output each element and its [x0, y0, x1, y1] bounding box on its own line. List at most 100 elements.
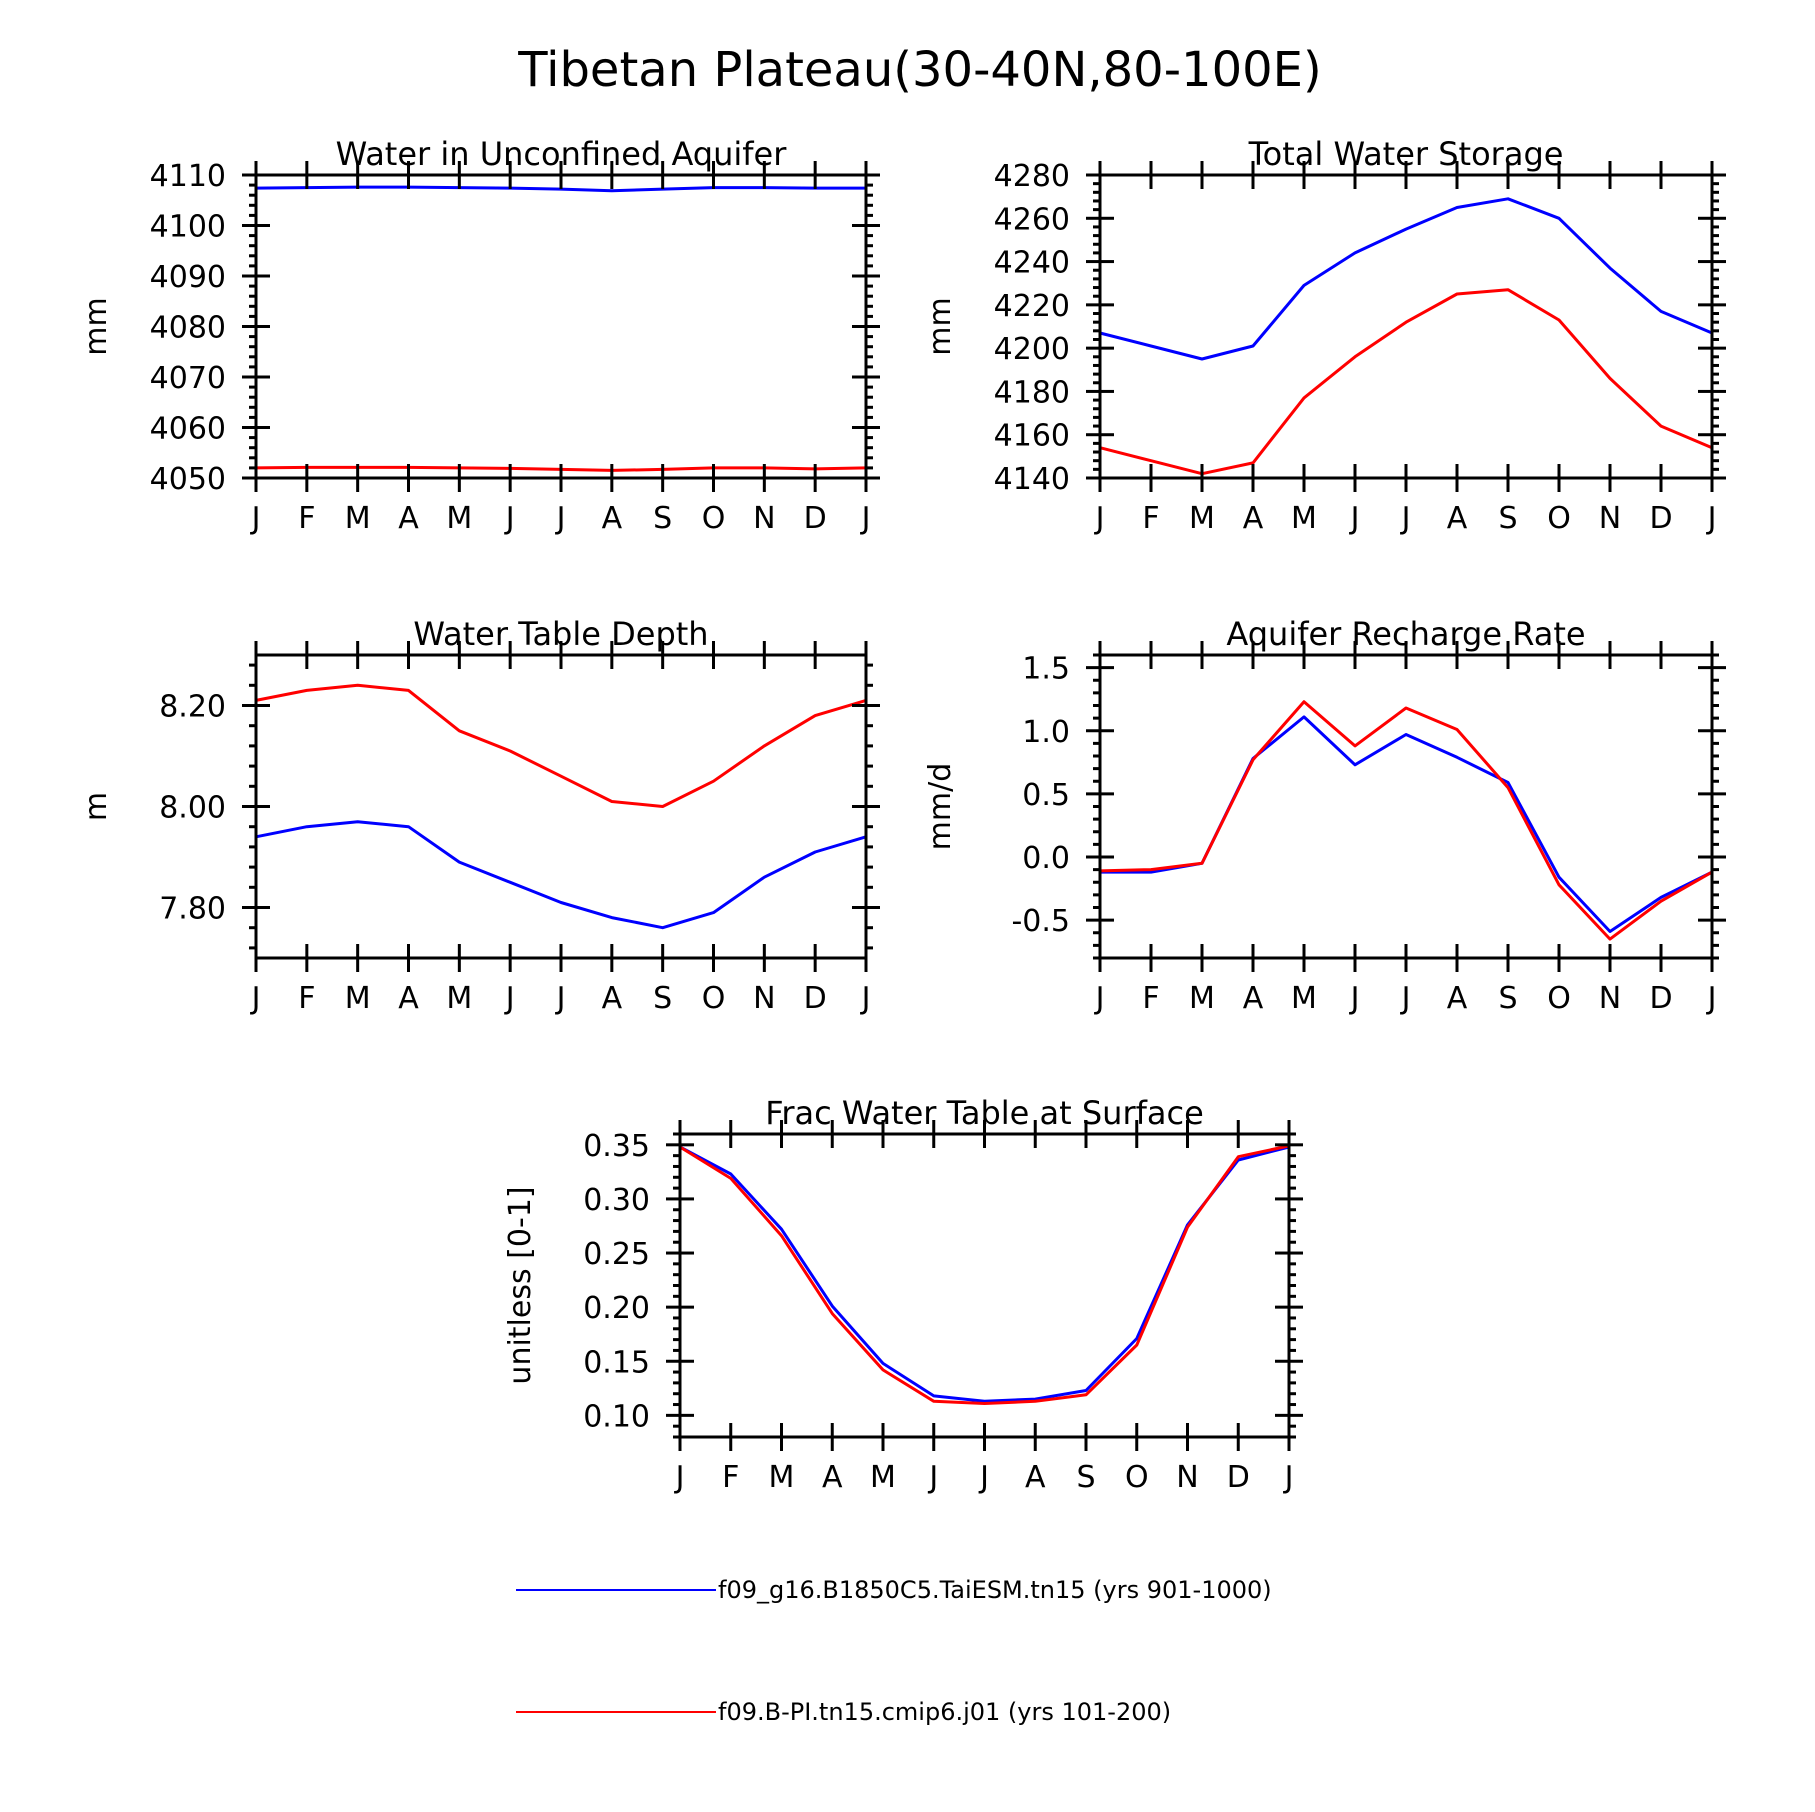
x-tick-label: A	[398, 501, 419, 536]
plot-frame	[254, 173, 868, 480]
x-tick-label: M	[870, 1460, 896, 1495]
legend-entry: f09_g16.B1850C5.TaiESM.tn15 (yrs 901-100…	[516, 1576, 1272, 1604]
x-tick-label: J	[1400, 981, 1411, 1016]
x-tick-label: S	[1076, 1460, 1095, 1495]
x-tick-label: M	[1291, 501, 1317, 536]
series-line-blue	[1100, 715, 1713, 933]
x-tick-label: S	[1498, 501, 1517, 536]
x-tick-label: M	[769, 1460, 795, 1495]
x-tick-label: J	[1094, 981, 1105, 1016]
y-tick-label: 4090	[150, 260, 226, 295]
y-axis-label: mm	[79, 297, 114, 355]
x-tick-label: A	[1243, 501, 1264, 536]
x-tick-label: D	[1649, 501, 1672, 536]
series-line-red	[255, 683, 867, 808]
x-tick-label: J	[555, 501, 566, 536]
x-tick-label: O	[1547, 501, 1571, 536]
x-tick-label: M	[1189, 981, 1215, 1016]
y-axis-label: m	[79, 792, 114, 821]
series-line-red	[1099, 288, 1713, 476]
x-tick-label: A	[602, 501, 623, 536]
series-line-blue	[1099, 197, 1713, 361]
plot-frame	[1098, 653, 1714, 960]
series-line-blue	[255, 820, 867, 930]
y-tick-label: 4100	[150, 210, 226, 245]
y-tick-label: 7.80	[159, 892, 226, 927]
y-tick-label: 4200	[994, 332, 1070, 367]
x-tick-label: O	[1125, 1460, 1149, 1495]
x-tick-label: J	[1349, 981, 1360, 1016]
x-tick-label: J	[1349, 501, 1360, 536]
x-tick-label: O	[702, 981, 726, 1016]
x-tick-label: J	[250, 501, 261, 536]
x-tick-label: A	[602, 981, 623, 1016]
y-axis-label: mm/d	[923, 763, 958, 851]
y-tick-label: 4240	[994, 246, 1070, 281]
y-tick-label: 0.15	[583, 1345, 650, 1380]
x-tick-label: F	[1142, 501, 1159, 536]
figure-title: Tibetan Plateau(30-40N,80-100E)	[517, 42, 1321, 98]
x-tick-label: A	[1243, 981, 1264, 1016]
x-tick-label: M	[345, 981, 371, 1016]
x-tick-label: A	[1447, 501, 1468, 536]
legend: f09_g16.B1850C5.TaiESM.tn15 (yrs 901-100…	[516, 1576, 1272, 1726]
y-tick-label: 0.10	[583, 1399, 650, 1434]
y-tick-label: 4180	[994, 375, 1070, 410]
x-tick-label: J	[1283, 1460, 1294, 1495]
y-tick-label: 4140	[994, 462, 1070, 497]
x-tick-label: J	[860, 981, 871, 1016]
y-tick-label: 8.00	[159, 791, 226, 826]
x-tick-label: J	[504, 981, 515, 1016]
x-tick-label: O	[702, 501, 726, 536]
y-tick-label: 4070	[150, 361, 226, 396]
x-tick-label: J	[250, 981, 261, 1016]
y-axis-label: mm	[923, 297, 958, 355]
x-tick-label: D	[1227, 1460, 1250, 1495]
y-tick-label: 0.5	[1022, 778, 1070, 813]
x-tick-label: J	[504, 501, 515, 536]
x-tick-label: A	[822, 1460, 843, 1495]
x-tick-label: N	[753, 981, 775, 1016]
x-tick-label: J	[1706, 501, 1717, 536]
y-tick-label: -0.5	[1011, 904, 1070, 939]
y-tick-label: 4060	[150, 412, 226, 447]
x-tick-label: J	[555, 981, 566, 1016]
x-tick-label: D	[804, 981, 827, 1016]
x-tick-label: F	[298, 981, 315, 1016]
x-tick-label: M	[446, 981, 472, 1016]
series-line-blue	[679, 1145, 1290, 1403]
x-tick-label: S	[653, 981, 672, 1016]
x-tick-label: M	[446, 501, 472, 536]
legend-label: f09_g16.B1850C5.TaiESM.tn15 (yrs 901-100…	[718, 1576, 1272, 1604]
plot-frame	[254, 653, 868, 960]
x-tick-label: D	[1649, 981, 1672, 1016]
x-tick-label: M	[1291, 981, 1317, 1016]
x-tick-label: J	[1400, 501, 1411, 536]
y-tick-label: 0.35	[583, 1129, 650, 1164]
y-tick-label: 1.5	[1022, 652, 1070, 687]
x-tick-label: M	[1189, 501, 1215, 536]
y-tick-label: 8.20	[159, 690, 226, 725]
x-tick-label: N	[753, 501, 775, 536]
y-tick-label: 4080	[150, 311, 226, 346]
y-tick-label: 4260	[994, 202, 1070, 237]
y-tick-label: 4050	[150, 462, 226, 497]
x-tick-label: N	[1176, 1460, 1198, 1495]
y-tick-label: 1.0	[1022, 715, 1070, 750]
y-tick-label: 0.30	[583, 1183, 650, 1218]
x-tick-label: J	[1094, 501, 1105, 536]
x-tick-label: S	[1498, 981, 1517, 1016]
x-tick-label: F	[1142, 981, 1159, 1016]
y-tick-label: 0.0	[1022, 841, 1070, 876]
y-tick-label: 0.25	[583, 1237, 650, 1272]
y-tick-label: 0.20	[583, 1291, 650, 1326]
x-tick-label: F	[298, 501, 315, 536]
x-tick-label: N	[1599, 981, 1621, 1016]
x-tick-label: A	[1447, 981, 1468, 1016]
